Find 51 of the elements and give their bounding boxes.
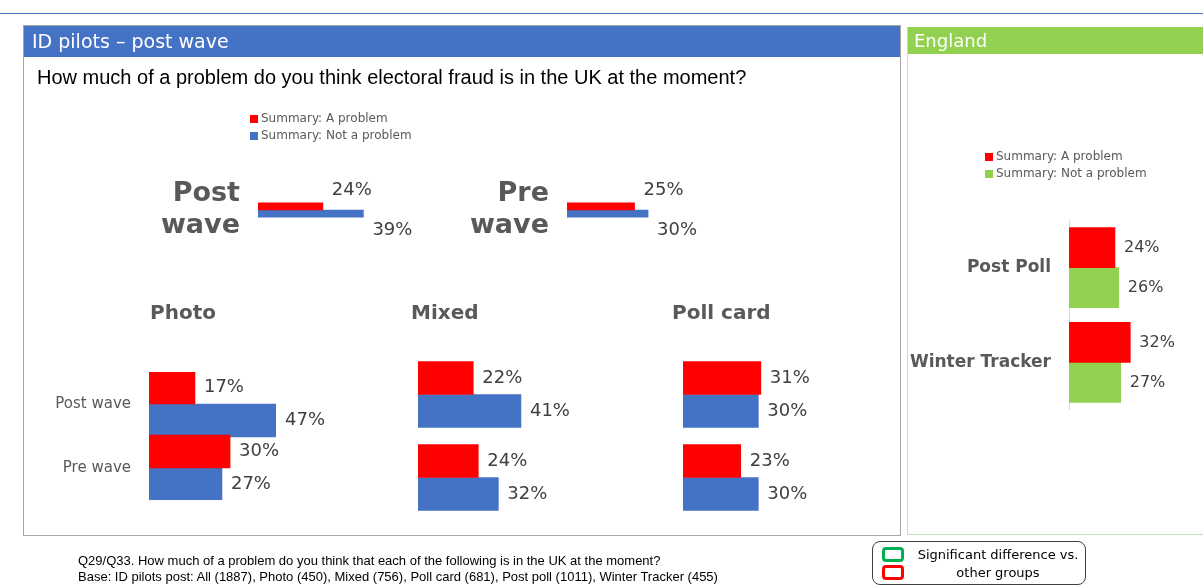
data-label: 17% [203,375,244,397]
chart-title: Mixed [411,300,479,324]
data-label: 22% [482,365,523,387]
y-tick-label: Post Poll [966,256,1051,277]
data-label: 25% [643,177,684,199]
chart-title: England [908,27,1203,54]
bar [149,467,223,500]
data-label: 23% [749,448,790,470]
y-tick-label: Pre wave [469,175,549,240]
legend-label: Summary: Not a problem [996,165,1147,182]
data-label: 26% [1127,276,1164,296]
bar [1069,322,1131,363]
chart-title: Photo [150,300,216,324]
bar [149,403,276,438]
data-label: 30% [239,439,280,461]
bar [149,434,231,469]
bar [418,394,522,428]
data-label: 24% [331,177,372,199]
text: Q29/Q33. How much of a problem do you think that each of the following is in the UK at the moment? [78,553,662,569]
data-label: 39% [372,217,413,239]
text: Significant difference vs. other groups [917,547,1079,580]
text: Base: ID pilots post: All (1887), Photo (450), Mixed (756), Poll card (681), Post poll (1011), Winter Tracker (455) [78,569,718,585]
data-label: 24% [1123,236,1160,256]
y-tick-label: Pre wave [62,457,131,476]
y-tick-label: Post wave [55,393,131,412]
bar [1069,362,1122,403]
bar [1069,227,1116,268]
data-label: 24% [487,448,528,470]
data-label: 32% [507,481,548,503]
legend-label: Summary: Not a problem [261,127,412,144]
data-label: 27% [1129,371,1166,391]
data-label: 30% [767,481,808,503]
chart-title: ID pilots – post wave [24,26,900,57]
bar [1069,267,1120,308]
data-label: 27% [230,472,271,494]
data-label: 32% [1139,331,1175,351]
chart-subtitle: How much of a problem do you think electoral fraud is in the UK at the moment? [37,66,747,89]
data-label: 30% [767,398,808,420]
legend-label: Summary: A problem [996,148,1123,165]
legend-label: Summary: A problem [261,110,388,127]
y-tick-label: Post wave [160,175,241,240]
bar [418,477,499,511]
data-label: 47% [285,408,326,430]
data-label: 30% [657,217,698,239]
chart-title: Poll card [672,300,771,324]
bar [418,444,479,478]
data-label: 41% [529,398,570,420]
bar [149,372,196,405]
y-tick-label: Winter Tracker [909,350,1052,371]
bar [418,361,474,395]
data-label: 31% [769,365,810,387]
